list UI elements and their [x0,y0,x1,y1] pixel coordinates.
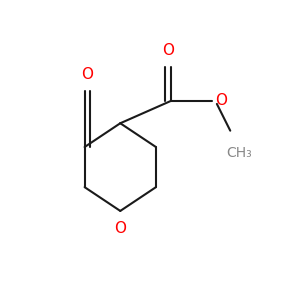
Text: O: O [162,43,174,58]
Text: O: O [215,94,227,109]
Text: O: O [114,221,126,236]
Text: O: O [81,67,93,82]
Text: CH₃: CH₃ [226,146,252,160]
